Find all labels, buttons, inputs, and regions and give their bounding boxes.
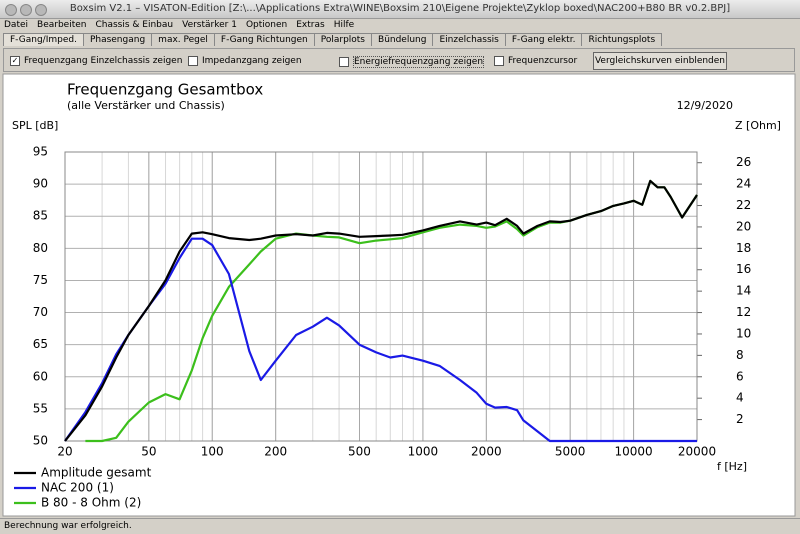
legend-label: NAC 200 (1) xyxy=(41,481,114,495)
option-label: Frequenzgang Einzelchassis zeigen xyxy=(24,56,183,66)
x-tick-label: 20000 xyxy=(678,445,716,459)
y2-tick-label: 8 xyxy=(736,348,744,362)
option-label: Impedanzgang zeigen xyxy=(202,56,302,66)
tab-bar: F-Gang/Imped. Phasengang max. Pegel F-Gang … xyxy=(3,33,663,46)
y-tick-label: 65 xyxy=(33,337,48,351)
y-tick-label: 75 xyxy=(33,273,48,287)
y-tick-label: 55 xyxy=(33,401,48,415)
option[interactable]: Impedanzgang zeigen xyxy=(188,56,302,66)
compare-button[interactable]: Vergleichskurven einblenden xyxy=(593,52,727,70)
x-axis-label: f [Hz] xyxy=(717,460,747,473)
menu-item[interactable]: Chassis & Einbau xyxy=(95,20,174,30)
y2-tick-label: 12 xyxy=(736,305,751,319)
chart-title: Frequenzgang Gesamtbox xyxy=(67,81,263,99)
y2-tick-label: 6 xyxy=(736,369,744,383)
y2-tick-label: 22 xyxy=(736,198,751,212)
chart-date: 12/9/2020 xyxy=(677,99,733,112)
x-tick-label: 10000 xyxy=(614,445,652,459)
series-line xyxy=(64,237,697,443)
y2-tick-label: 16 xyxy=(736,262,751,276)
menu-bar: Datei Bearbeiten Chassis & Einbau Verstärke… xyxy=(0,19,800,32)
option-label: Frequenzcursor xyxy=(508,56,578,66)
minimize-button[interactable] xyxy=(20,4,32,16)
y2-tick-label: 2 xyxy=(736,412,744,426)
x-tick-label: 2000 xyxy=(471,445,502,459)
y-tick-label: 80 xyxy=(33,241,48,255)
y2-axis-label: Z [Ohm] xyxy=(735,119,781,132)
window-title: Boxsim V2.1 – VISATON-Edition [Z:\...\Ap… xyxy=(69,3,731,14)
x-tick-label: 20 xyxy=(57,445,72,459)
plot-frame xyxy=(64,151,698,442)
option[interactable]: ✓ Frequenzgang Einzelchassis zeigen xyxy=(10,56,182,66)
x-tick-label: 500 xyxy=(348,445,371,459)
y-tick-label: 70 xyxy=(33,305,48,319)
y-tick-label: 60 xyxy=(33,369,48,383)
chart-background xyxy=(2,73,796,517)
tab[interactable]: Richtungsplots xyxy=(581,33,663,46)
y2-tick-label: 14 xyxy=(736,284,751,298)
zoom-button[interactable] xyxy=(35,4,47,16)
close-button[interactable] xyxy=(5,4,17,16)
option[interactable]: Frequenzcursor xyxy=(494,56,577,66)
legend-label: Amplitude gesamt xyxy=(41,466,152,480)
option-label: Energiefrequenzgang zeigen xyxy=(353,56,485,68)
menu-item[interactable]: Hilfe xyxy=(333,20,355,30)
x-tick-label: 50 xyxy=(141,445,156,459)
title-bar: Boxsim V2.1 – VISATON-Edition [Z:\...\Ap… xyxy=(0,0,800,19)
status-bar: Berechnung war erfolgreich. xyxy=(0,518,800,534)
menu-item[interactable]: Optionen xyxy=(245,20,288,30)
y-axis-label: SPL [dB] xyxy=(12,119,58,132)
toolbar: Vergleichskurven einblenden ✓ Frequenzgan… xyxy=(3,48,795,72)
menu-item[interactable]: Bearbeiten xyxy=(37,20,87,30)
checkbox[interactable] xyxy=(188,56,198,66)
y2-tick-label: 10 xyxy=(736,326,751,340)
series-line xyxy=(64,179,698,442)
x-tick-label: 5000 xyxy=(555,445,586,459)
y2-tick-label: 4 xyxy=(736,391,744,405)
checkbox[interactable]: ✓ xyxy=(10,56,20,66)
y2-tick-label: 26 xyxy=(736,155,751,169)
option[interactable]: Energiefrequenzgang zeigen xyxy=(339,56,485,68)
x-tick-label: 200 xyxy=(264,445,287,459)
y-tick-label: 85 xyxy=(33,209,48,223)
legend-label: B 80 - 8 Ohm (2) xyxy=(41,496,141,510)
y-tick-label: 95 xyxy=(33,145,48,159)
y-tick-label: 90 xyxy=(33,177,48,191)
y2-tick-label: 24 xyxy=(736,177,751,191)
y2-tick-label: 20 xyxy=(736,219,751,233)
menu-item[interactable]: Verstärker 1 xyxy=(182,20,237,30)
y-tick-label: 50 xyxy=(33,434,48,448)
x-tick-label: 100 xyxy=(201,445,224,459)
y2-tick-label: 18 xyxy=(736,241,751,255)
x-tick-label: 1000 xyxy=(408,445,439,459)
checkbox[interactable] xyxy=(494,56,504,66)
menu-item[interactable]: Datei xyxy=(4,20,29,30)
menu-item[interactable]: Extras xyxy=(296,20,325,30)
chart-subtitle: (alle Verstärker und Chassis) xyxy=(67,99,225,112)
checkbox[interactable] xyxy=(339,57,349,67)
